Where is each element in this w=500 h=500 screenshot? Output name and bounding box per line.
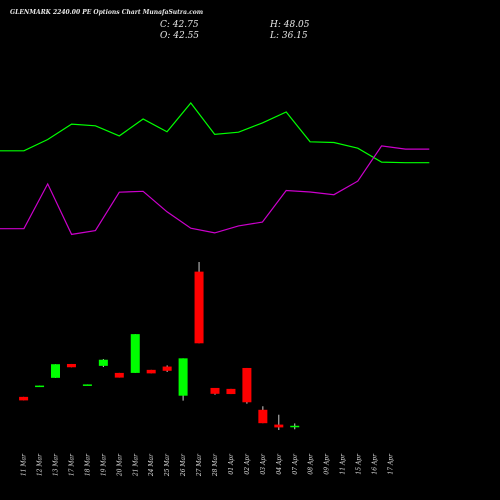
x-tick-label: 26 Mar [180, 453, 187, 477]
candle-body [82, 384, 92, 386]
x-tick-label: 11 Apr [340, 453, 347, 475]
candle-body [35, 385, 45, 388]
candle-07-apr [290, 423, 300, 430]
candle-24-mar [146, 369, 156, 374]
candle-28-mar [210, 387, 220, 395]
x-tick-label: 20 Mar [116, 453, 123, 477]
candle-body [19, 396, 29, 401]
x-tick-label: 18 Mar [84, 453, 91, 476]
candle-26-mar [178, 358, 188, 401]
open-value: O: 42.55 [160, 31, 200, 41]
candle-03-apr [258, 406, 268, 424]
close-value: C: 42.75 [160, 20, 199, 30]
candle-body [226, 388, 236, 395]
candle-body [51, 364, 60, 378]
x-tick-label: 07 Apr [292, 453, 299, 475]
upper-band-line [0, 102, 430, 164]
candle-body [274, 424, 284, 428]
x-tick-label: 04 Apr [276, 453, 283, 475]
candle-body [146, 369, 156, 374]
candle-body [162, 366, 172, 371]
chart-title: GLENMARK 2240.00 PE Options Chart Munafa… [10, 9, 204, 16]
candle-body [130, 334, 140, 373]
x-tick-label: 17 Apr [387, 453, 394, 475]
x-tick-label: 17 Mar [68, 453, 75, 476]
low-value: L: 36.15 [270, 31, 308, 41]
x-tick-label: 12 Mar [37, 453, 44, 476]
candle-body [290, 425, 300, 428]
candle-12-mar [35, 385, 45, 388]
x-tick-label: 15 Apr [356, 453, 363, 475]
candle-body [258, 409, 268, 424]
candle-21-mar [130, 334, 140, 373]
x-tick-label: 09 Apr [324, 453, 331, 475]
x-tick-label: 28 Mar [212, 453, 219, 477]
x-tick-label: 19 Mar [100, 453, 107, 476]
candle-25-mar [162, 365, 172, 372]
x-tick-label: 13 Mar [53, 453, 60, 476]
x-tick-label: 03 Apr [260, 453, 267, 475]
x-tick-label: 08 Apr [308, 453, 315, 475]
candle-body [178, 358, 188, 396]
candle-27-mar [194, 262, 204, 344]
candle-04-apr [274, 414, 284, 430]
candle-body [66, 363, 76, 368]
x-tick-label: 25 Mar [164, 453, 171, 477]
candle-body [114, 372, 124, 378]
candle-13-mar [51, 364, 60, 378]
candle-01-apr [226, 388, 236, 395]
x-tick-label: 02 Apr [244, 453, 251, 475]
x-tick-label: 21 Mar [132, 453, 139, 477]
candle-body [194, 271, 204, 344]
candle-17-mar [66, 363, 76, 368]
x-tick-label: 01 Apr [228, 453, 235, 475]
candle-19-mar [98, 359, 108, 368]
x-tick-label: 24 Mar [148, 453, 155, 477]
candle-body [210, 387, 220, 394]
lower-band-line [0, 145, 430, 236]
candle-body [98, 359, 108, 366]
x-tick-label: 27 Mar [196, 453, 203, 477]
high-value: H: 48.05 [270, 20, 310, 30]
candle-02-apr [242, 367, 252, 404]
candle-body [242, 367, 252, 403]
x-tick-label: 16 Apr [372, 453, 379, 475]
candle-20-mar [114, 372, 124, 378]
candle-11-mar [19, 396, 29, 401]
candle-18-mar [82, 384, 92, 386]
x-tick-label: 11 Mar [21, 453, 28, 476]
